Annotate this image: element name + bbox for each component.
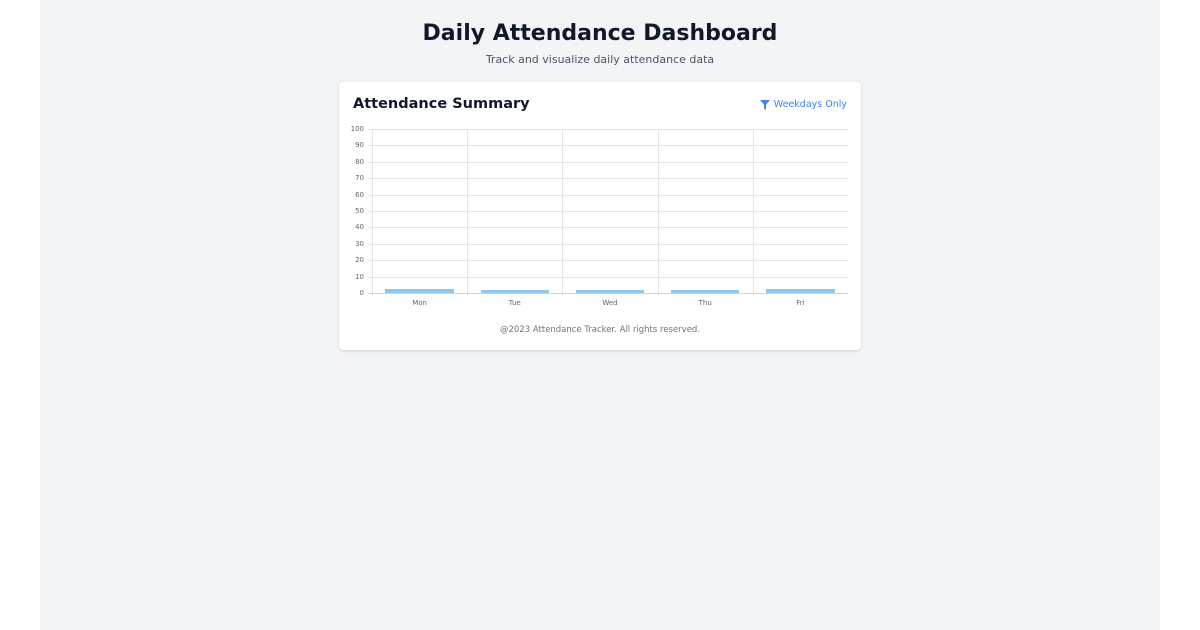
y-gridline bbox=[368, 276, 848, 278]
weekdays-only-filter[interactable]: Weekdays Only bbox=[759, 99, 847, 110]
y-tick-label: 50 bbox=[355, 207, 364, 215]
y-gridline bbox=[368, 260, 848, 262]
x-tick-label: Fri bbox=[796, 299, 805, 307]
y-gridline bbox=[368, 161, 848, 163]
bar-tue[interactable] bbox=[480, 289, 550, 293]
y-gridline bbox=[368, 194, 848, 196]
filter-label: Weekdays Only bbox=[773, 99, 847, 110]
x-gridline bbox=[467, 129, 469, 297]
x-gridline bbox=[752, 129, 754, 297]
attendance-summary-card: Attendance Summary Weekdays Only 0 10 20 30… bbox=[339, 82, 861, 350]
card-title: Attendance Summary bbox=[353, 96, 530, 112]
x-tick-label: Mon bbox=[412, 299, 427, 307]
x-gridline bbox=[562, 129, 564, 297]
y-tick-label: 100 bbox=[350, 125, 364, 133]
y-tick-label: 20 bbox=[355, 256, 364, 265]
y-gridline bbox=[368, 211, 848, 212]
y-tick-label: 10 bbox=[355, 272, 364, 281]
y-gridline bbox=[368, 243, 848, 245]
y-tick-label: 0 bbox=[359, 289, 364, 297]
y-gridline bbox=[368, 293, 848, 294]
page-title: Daily Attendance Dashboard bbox=[422, 21, 778, 46]
bar-wed[interactable] bbox=[575, 289, 645, 293]
y-gridline bbox=[368, 178, 848, 180]
y-tick-label: 40 bbox=[355, 223, 364, 232]
bar-fri[interactable] bbox=[766, 288, 835, 293]
y-tick-label: 80 bbox=[355, 157, 364, 166]
y-gridline bbox=[368, 227, 848, 229]
x-gridline bbox=[372, 129, 373, 297]
bar-thu[interactable] bbox=[670, 289, 740, 293]
attendance-bar-chart: 0 10 20 30 40 50 60 70 80 90 100 Mon Tue Wed Thu Fri bbox=[339, 82, 861, 322]
y-tick-label: 60 bbox=[355, 190, 364, 199]
x-gridline bbox=[657, 129, 659, 297]
x-tick-label: Thu bbox=[698, 299, 712, 307]
bar-mon[interactable] bbox=[385, 288, 454, 293]
page-background: Daily Attendance Dashboard Track and vis… bbox=[40, 0, 1160, 630]
footer-copyright: @2023 Attendance Tracker. All rights res… bbox=[499, 325, 701, 335]
y-tick-label: 70 bbox=[355, 174, 364, 183]
x-tick-label: Wed bbox=[602, 299, 618, 307]
y-tick-label: 30 bbox=[355, 239, 364, 248]
y-tick-label: 90 bbox=[355, 141, 364, 150]
x-tick-label: Tue bbox=[508, 299, 521, 307]
y-gridline bbox=[368, 129, 848, 130]
filter-icon bbox=[759, 99, 770, 110]
page-subtitle: Track and visualize daily attendance dat… bbox=[485, 53, 715, 66]
y-gridline bbox=[368, 145, 848, 147]
